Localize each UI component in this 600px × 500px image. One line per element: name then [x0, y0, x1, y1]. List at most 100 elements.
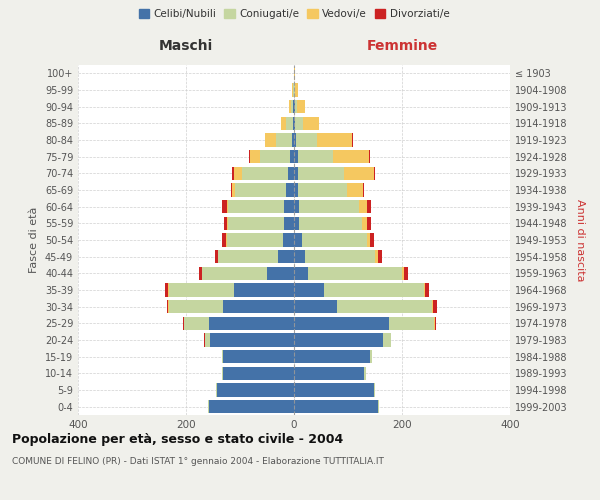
Bar — [284, 200, 294, 213]
Bar — [337, 300, 432, 314]
Bar — [233, 284, 294, 296]
Bar — [287, 166, 294, 180]
Bar — [302, 234, 367, 246]
Bar — [204, 334, 205, 346]
Text: Maschi: Maschi — [159, 38, 213, 52]
Bar — [374, 166, 375, 180]
Bar — [375, 250, 378, 264]
Bar — [298, 184, 347, 196]
Bar — [294, 150, 298, 164]
Bar — [294, 216, 299, 230]
Bar — [344, 166, 374, 180]
Bar — [294, 300, 337, 314]
Bar — [296, 134, 317, 146]
Bar — [166, 284, 168, 296]
Bar — [402, 266, 404, 280]
Bar — [284, 216, 294, 230]
Bar — [424, 284, 425, 296]
Bar — [359, 200, 367, 213]
Bar — [218, 250, 278, 264]
Bar — [324, 284, 424, 296]
Bar — [295, 100, 297, 114]
Bar — [233, 166, 242, 180]
Bar — [383, 334, 391, 346]
Bar — [294, 116, 295, 130]
Bar — [169, 284, 233, 296]
Bar — [221, 350, 223, 364]
Bar — [294, 166, 298, 180]
Bar — [232, 184, 235, 196]
Bar — [298, 150, 334, 164]
Bar — [368, 150, 370, 164]
Bar — [292, 84, 293, 96]
Bar — [294, 384, 374, 396]
Bar — [217, 384, 294, 396]
Bar — [347, 184, 363, 196]
Bar — [303, 116, 319, 130]
Bar — [374, 384, 375, 396]
Bar — [361, 216, 367, 230]
Bar — [215, 250, 218, 264]
Bar — [221, 234, 226, 246]
Bar — [292, 134, 294, 146]
Bar — [224, 216, 227, 230]
Bar — [286, 184, 294, 196]
Bar — [223, 300, 294, 314]
Bar — [298, 166, 344, 180]
Bar — [370, 350, 372, 364]
Text: COMUNE DI FELINO (PR) - Dati ISTAT 1° gennaio 2004 - Elaborazione TUTTITALIA.IT: COMUNE DI FELINO (PR) - Dati ISTAT 1° ge… — [12, 457, 384, 466]
Bar — [294, 84, 295, 96]
Bar — [435, 316, 436, 330]
Bar — [205, 334, 211, 346]
Bar — [283, 234, 294, 246]
Bar — [370, 234, 374, 246]
Bar — [223, 350, 294, 364]
Bar — [167, 300, 168, 314]
Bar — [209, 400, 294, 413]
Bar — [295, 116, 303, 130]
Bar — [242, 166, 287, 180]
Text: Popolazione per età, sesso e stato civile - 2004: Popolazione per età, sesso e stato civil… — [12, 432, 343, 446]
Bar — [260, 150, 290, 164]
Bar — [286, 116, 293, 130]
Bar — [235, 184, 286, 196]
Bar — [367, 234, 370, 246]
Bar — [294, 316, 389, 330]
Bar — [294, 366, 364, 380]
Bar — [209, 316, 294, 330]
Y-axis label: Fasce di età: Fasce di età — [29, 207, 39, 273]
Bar — [293, 116, 294, 130]
Bar — [281, 116, 286, 130]
Bar — [294, 184, 298, 196]
Bar — [433, 300, 437, 314]
Bar — [232, 166, 233, 180]
Bar — [227, 216, 284, 230]
Bar — [227, 234, 283, 246]
Bar — [389, 316, 434, 330]
Bar — [295, 84, 298, 96]
Bar — [211, 334, 294, 346]
Bar — [294, 400, 378, 413]
Bar — [299, 200, 359, 213]
Bar — [308, 266, 402, 280]
Bar — [227, 200, 284, 213]
Bar — [278, 250, 294, 264]
Bar — [202, 266, 267, 280]
Bar — [250, 150, 260, 164]
Bar — [294, 250, 305, 264]
Bar — [294, 234, 302, 246]
Bar — [294, 66, 295, 80]
Bar — [364, 366, 366, 380]
Bar — [291, 100, 293, 114]
Y-axis label: Anni di nascita: Anni di nascita — [575, 198, 584, 281]
Bar — [334, 150, 368, 164]
Bar — [267, 266, 294, 280]
Bar — [208, 400, 209, 413]
Legend: Celibi/Nubili, Coniugati/e, Vedovi/e, Divorziati/e: Celibi/Nubili, Coniugati/e, Vedovi/e, Di… — [134, 5, 454, 24]
Bar — [425, 284, 429, 296]
Bar — [363, 184, 364, 196]
Bar — [294, 334, 383, 346]
Bar — [297, 100, 305, 114]
Bar — [378, 400, 379, 413]
Bar — [289, 100, 292, 114]
